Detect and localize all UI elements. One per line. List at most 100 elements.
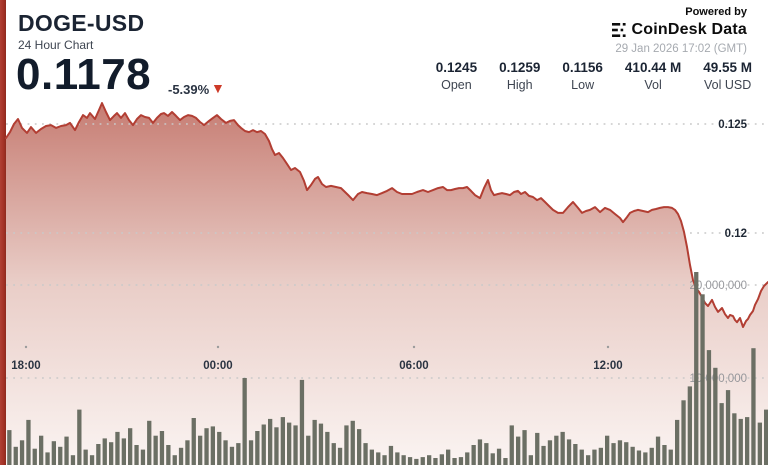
volume-bar: [210, 426, 215, 465]
volume-bar: [51, 441, 56, 465]
stat-vol-usd-value: 49.55 M: [703, 60, 752, 75]
volume-bar: [757, 422, 762, 465]
volume-bar: [147, 420, 152, 465]
stat-vol-usd: 49.55 M Vol USD: [703, 60, 752, 92]
stat-vol-usd-label: Vol USD: [703, 78, 752, 92]
time-axis-tick: 00:00: [203, 360, 232, 372]
volume-bar: [376, 452, 381, 465]
volume-bar: [77, 409, 82, 465]
volume-bar: [191, 418, 196, 465]
current-price: 0.1178: [16, 50, 152, 99]
volume-bar: [204, 428, 209, 465]
volume-bar: [713, 367, 718, 465]
volume-bar: [255, 431, 260, 465]
volume-bar: [433, 458, 438, 465]
volume-bar: [32, 448, 37, 465]
volume-bar: [662, 445, 667, 465]
price-axis-tick: 0.125: [718, 119, 747, 131]
volume-axis-tick: 20,000,000: [689, 280, 747, 292]
time-axis-tick: 06:00: [399, 360, 428, 372]
volume-bar: [280, 417, 285, 465]
volume-bar: [738, 418, 743, 465]
volume-bar: [528, 455, 533, 465]
volume-bar: [70, 455, 76, 465]
stat-vol-value: 410.44 M: [624, 60, 682, 75]
volume-bar: [45, 452, 50, 465]
stat-open-value: 0.1245: [435, 60, 478, 75]
volume-bar: [764, 409, 768, 465]
volume-bar: [611, 443, 616, 465]
volume-bar: [369, 449, 374, 465]
volume-bar: [178, 447, 184, 465]
volume-bar: [140, 449, 146, 465]
stat-open: 0.1245 Open: [436, 60, 477, 92]
price-change-percent: -5.39%: [168, 82, 210, 97]
volume-bar: [39, 435, 44, 465]
volume-bar: [58, 446, 63, 465]
volume-bar: [427, 455, 432, 465]
ohlc-stats-row: 0.1245 Open 0.1259 High 0.1156 Low 410.4…: [436, 60, 752, 92]
volume-bar: [446, 449, 451, 465]
volume-bar: [331, 443, 336, 465]
volume-bar: [109, 442, 114, 465]
volume-bar: [706, 350, 712, 465]
stat-high-value: 0.1259: [499, 60, 541, 75]
stat-low: 0.1156 Low: [562, 60, 603, 92]
volume-bar: [598, 447, 603, 465]
volume-bar: [363, 443, 368, 465]
volume-bar: [153, 435, 158, 465]
volume-bar: [465, 452, 470, 465]
volume-bar: [439, 454, 444, 465]
volume-bar: [617, 440, 623, 465]
chart-subtitle: 24 Hour Chart: [18, 38, 94, 52]
volume-bar: [337, 447, 343, 465]
powered-by-label: Powered by: [685, 6, 747, 18]
volume-bar: [522, 430, 527, 465]
volume-bar: [681, 400, 686, 465]
volume-bar: [217, 431, 222, 465]
volume-bar: [535, 432, 540, 465]
volume-bar: [471, 445, 476, 465]
volume-bar: [452, 458, 457, 465]
volume-bar: [13, 446, 18, 465]
volume-bar: [643, 452, 648, 465]
down-triangle-icon: ▼: [211, 80, 225, 96]
volume-bar: [458, 457, 464, 465]
price-line: [5, 102, 768, 328]
page-title: DOGE-USD: [18, 10, 145, 36]
volume-bar: [490, 453, 495, 465]
volume-bar: [554, 435, 559, 465]
stat-open-label: Open: [441, 78, 472, 92]
volume-bar: [166, 445, 171, 465]
volume-bar: [573, 444, 578, 465]
volume-bar: [102, 438, 107, 465]
volume-bar: [312, 419, 317, 465]
coindesk-logo-icon: [612, 23, 627, 37]
volume-bar: [306, 435, 311, 465]
left-accent-bar: [0, 0, 6, 465]
chart-timestamp: 29 Jan 2026 17:02 (GMT): [615, 43, 747, 55]
volume-bar: [700, 294, 705, 465]
stat-high-label: High: [506, 78, 533, 92]
brand-row: CoinDesk Data: [612, 21, 747, 39]
volume-bar: [630, 446, 635, 465]
volume-bar: [274, 427, 279, 465]
volume-bar: [7, 430, 12, 465]
volume-bar: [242, 378, 247, 465]
volume-bar: [287, 422, 292, 465]
volume-bar: [344, 425, 349, 465]
volume-bar: [477, 439, 483, 465]
brand-block: Powered by CoinDesk Data 29 Jan 2026 17:…: [612, 6, 747, 55]
volume-bar: [407, 457, 413, 465]
volume-bar: [547, 440, 553, 465]
volume-bar: [566, 439, 572, 465]
volume-bar: [172, 455, 177, 465]
volume-bar: [395, 452, 400, 465]
volume-bar: [223, 440, 228, 465]
volume-bar: [318, 423, 324, 465]
volume-bar: [420, 457, 425, 465]
volume-bar: [719, 403, 724, 465]
volume-bar: [649, 447, 654, 465]
volume-bar: [229, 446, 235, 465]
